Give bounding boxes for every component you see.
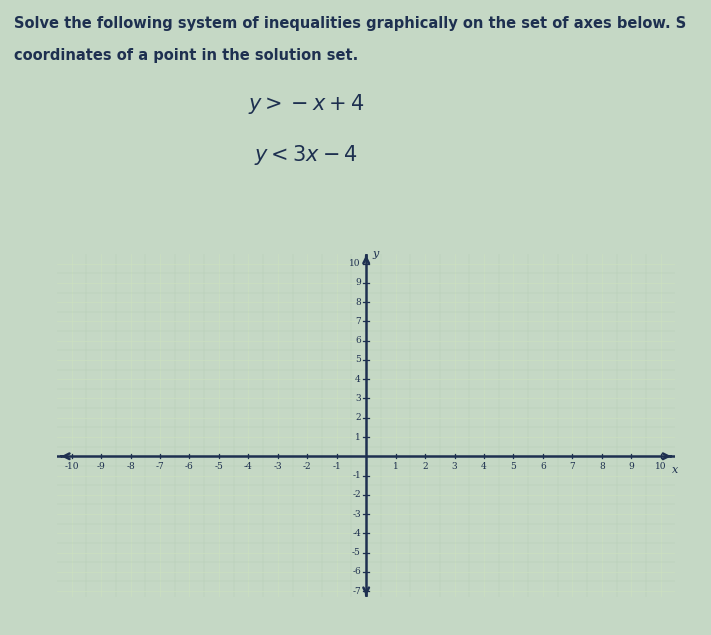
Text: 8: 8	[599, 462, 604, 471]
Text: -6: -6	[352, 567, 361, 577]
Text: 6: 6	[355, 336, 361, 345]
Text: -4: -4	[352, 529, 361, 538]
Text: y: y	[373, 250, 379, 259]
Text: $y<3x-4$: $y<3x-4$	[254, 143, 358, 167]
Text: 10: 10	[655, 462, 666, 471]
Text: 7: 7	[355, 317, 361, 326]
Text: -5: -5	[215, 462, 223, 471]
Text: -2: -2	[303, 462, 311, 471]
Text: 3: 3	[356, 394, 361, 403]
Text: 2: 2	[422, 462, 428, 471]
Text: 6: 6	[540, 462, 546, 471]
Text: -8: -8	[126, 462, 135, 471]
Text: 5: 5	[355, 356, 361, 364]
Text: coordinates of a point in the solution set.: coordinates of a point in the solution s…	[14, 48, 358, 63]
Text: -1: -1	[352, 471, 361, 480]
Text: -3: -3	[274, 462, 282, 471]
Text: 3: 3	[451, 462, 457, 471]
Text: $y>-x+4$: $y>-x+4$	[247, 92, 364, 116]
Text: -10: -10	[65, 462, 79, 471]
Text: 5: 5	[510, 462, 516, 471]
Text: x: x	[672, 465, 678, 475]
Text: 2: 2	[356, 413, 361, 422]
Text: -6: -6	[185, 462, 194, 471]
Text: 4: 4	[355, 375, 361, 384]
Text: -4: -4	[244, 462, 252, 471]
Text: 8: 8	[355, 298, 361, 307]
Text: 7: 7	[570, 462, 575, 471]
Text: 1: 1	[392, 462, 398, 471]
Text: -9: -9	[97, 462, 105, 471]
Text: -7: -7	[352, 587, 361, 596]
Text: -5: -5	[352, 548, 361, 557]
Text: -7: -7	[156, 462, 164, 471]
Text: 10: 10	[349, 259, 361, 268]
Text: -3: -3	[352, 509, 361, 519]
Text: 9: 9	[355, 278, 361, 288]
Text: Solve the following system of inequalities graphically on the set of axes below.: Solve the following system of inequaliti…	[14, 16, 686, 31]
Text: 4: 4	[481, 462, 487, 471]
Text: -2: -2	[352, 490, 361, 499]
Text: -1: -1	[332, 462, 341, 471]
Text: 9: 9	[629, 462, 634, 471]
Text: 1: 1	[355, 432, 361, 441]
